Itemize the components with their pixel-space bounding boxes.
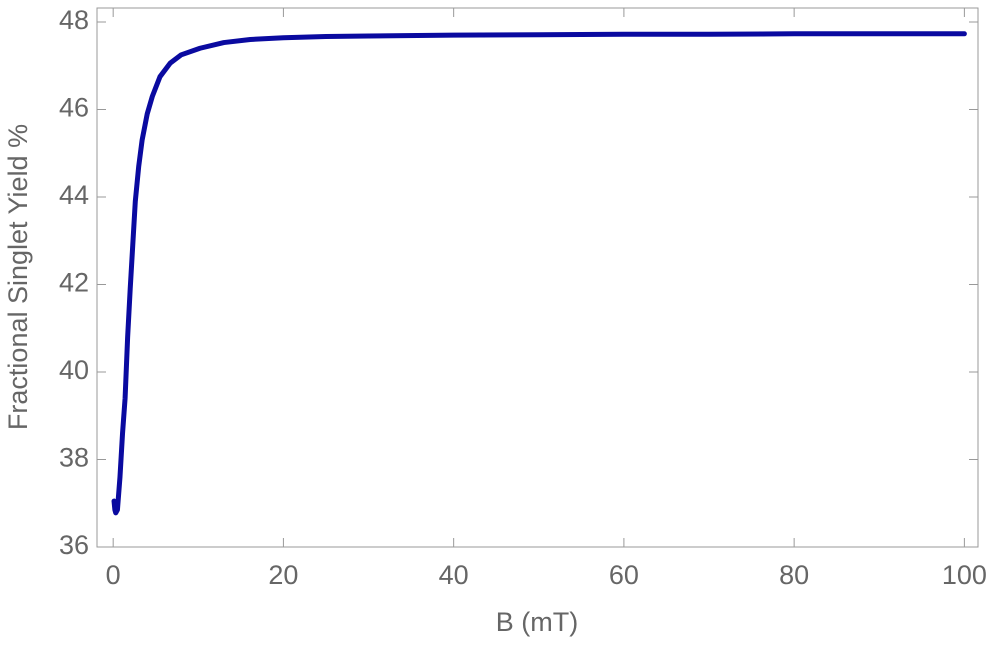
y-tick-label: 48 (59, 5, 89, 35)
y-tick-label: 42 (59, 268, 89, 298)
x-tick-label: 0 (106, 560, 121, 590)
x-tick-label: 100 (942, 560, 987, 590)
x-axis-label: B (mT) (496, 607, 578, 637)
y-tick-label: 38 (59, 443, 89, 473)
data-line (111, 31, 967, 516)
y-tick-label: 44 (59, 180, 89, 210)
x-tick-label: 60 (609, 560, 639, 590)
y-tick-label: 40 (59, 355, 89, 385)
x-tick-label: 80 (779, 560, 809, 590)
y-axis-label: Fractional Singlet Yield % (3, 124, 33, 430)
y-tick-label: 46 (59, 93, 89, 123)
y-tick-label: 36 (59, 530, 89, 560)
plot-frame (96, 7, 979, 548)
x-tick-label: 20 (268, 560, 298, 590)
x-tick-label: 40 (439, 560, 469, 590)
